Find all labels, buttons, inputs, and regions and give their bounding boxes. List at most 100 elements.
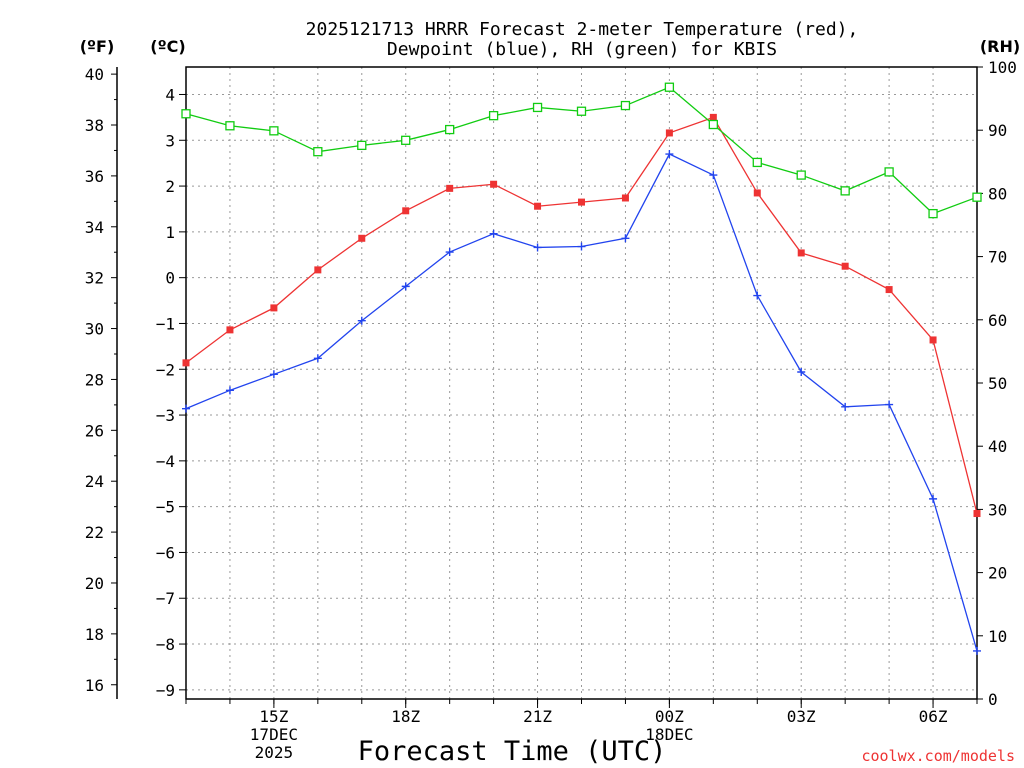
y-rh-tick-label: 10 (988, 627, 1007, 646)
rh-point (357, 140, 367, 151)
y-f-tick-label: 20 (85, 574, 104, 593)
y-rh-tick-label: 100 (988, 58, 1017, 77)
x-tick-label: 21Z (523, 707, 552, 726)
temperature-point (226, 326, 234, 334)
temperature-point (578, 198, 585, 206)
y-f-tick-label: 34 (85, 218, 104, 237)
y-rh-tick-label: 50 (988, 374, 1007, 393)
y-c-tick-label: 3 (165, 131, 175, 150)
rh-point (225, 121, 235, 131)
rh-point (796, 170, 806, 180)
y-rh-tick-label: 70 (988, 248, 1007, 267)
dewpoint-point (445, 248, 454, 257)
temperature-point (973, 510, 981, 518)
dewpoint-point (973, 646, 981, 655)
x-axis-label: Forecast Time (UTC) (358, 736, 667, 767)
rh-unit-label: (RH) (980, 37, 1020, 56)
dewpoint-point (401, 282, 410, 291)
dewpoint-point (182, 404, 190, 413)
y-c-tick-label: −1 (156, 314, 175, 333)
dewpoint-point (225, 386, 234, 395)
rh-point (401, 135, 411, 145)
y-c-tick-label: −5 (156, 498, 175, 517)
y-rh-tick-label: 60 (988, 311, 1007, 330)
celsius-unit-label: (ºC) (150, 37, 185, 56)
dewpoint-point (709, 171, 718, 180)
y-c-tick-label: −8 (156, 635, 175, 654)
temperature-point (314, 266, 322, 274)
dewpoint-point (797, 368, 806, 377)
temperature-point (490, 180, 498, 188)
temperature-point (270, 304, 278, 312)
y-c-tick-label: −6 (156, 543, 175, 562)
grid (186, 67, 977, 699)
plot-frame (185, 66, 978, 700)
fahrenheit-unit-label: (ºF) (80, 37, 115, 56)
y-rh-tick-label: 40 (988, 437, 1007, 456)
dewpoint-point (489, 229, 498, 238)
y-c-tick-label: 1 (165, 223, 175, 242)
temperature-point (182, 359, 190, 367)
y-f-tick-label: 38 (85, 116, 104, 135)
dewpoint-point (357, 316, 366, 325)
rh-point (708, 119, 718, 130)
rh-point (576, 106, 587, 116)
y-f-tick-label: 18 (85, 625, 104, 644)
temperature-point (841, 262, 849, 270)
y-c-tick-label: 0 (165, 269, 175, 288)
dewpoint-point (577, 242, 586, 251)
x-tick-label: 17DEC (250, 725, 298, 744)
dewpoint-line (185, 153, 978, 652)
y-f-tick-label: 40 (85, 65, 104, 84)
temperature-point (709, 113, 717, 121)
y-c-tick-label: −3 (156, 406, 175, 425)
temperature-point (534, 202, 542, 210)
y-c-tick-label: −7 (156, 589, 175, 608)
rh-point (620, 100, 631, 111)
x-tick-label: 18DEC (645, 725, 693, 744)
temperature-point (402, 207, 410, 215)
x-tick-label: 18Z (391, 707, 420, 726)
temperature-point (665, 129, 673, 137)
rh-point (488, 111, 499, 121)
credit-text: coolwx.com/models (861, 747, 1015, 765)
temperature-point (621, 194, 629, 202)
rh-point (840, 186, 850, 196)
rh-point (532, 102, 543, 113)
dewpoint-point (753, 291, 762, 300)
chart-title-line2: Dewpoint (blue), RH (green) for KBIS (387, 39, 777, 60)
y-f-tick-label: 32 (85, 269, 104, 288)
rh-point (445, 124, 455, 135)
x-tick-label: 15Z (259, 707, 288, 726)
dewpoint-point (665, 150, 674, 159)
y-c-tick-label: −2 (156, 360, 175, 379)
series-layer (181, 82, 982, 655)
dewpoint-point (885, 400, 894, 409)
y-rh-tick-label: 0 (988, 690, 998, 709)
x-tick-label: 03Z (787, 707, 816, 726)
y-f-tick-label: 36 (85, 167, 104, 186)
dewpoint-point (929, 494, 938, 503)
rh-point (664, 82, 675, 92)
temperature-point (797, 249, 805, 257)
temperature-point (885, 286, 893, 294)
dewpoint-point (533, 243, 542, 252)
y-f-tick-label: 22 (85, 523, 104, 542)
x-tick-label: 2025 (255, 743, 294, 762)
dewpoint-point (313, 354, 322, 363)
dewpoint-point (841, 402, 850, 411)
rh-point (972, 192, 982, 202)
y-f-tick-label: 28 (85, 370, 104, 389)
y-c-tick-label: 2 (165, 177, 175, 196)
rh-point (752, 157, 762, 168)
chart-title-line1: 2025121713 HRRR Forecast 2-meter Tempera… (306, 19, 859, 40)
y-c-tick-label: 4 (165, 85, 175, 104)
y-c-tick-label: −9 (156, 681, 175, 700)
rh-point (884, 167, 894, 177)
dewpoint-point (621, 234, 630, 243)
x-tick-label: 00Z (655, 707, 684, 726)
y-rh-tick-label: 80 (988, 184, 1007, 203)
temperature-point (929, 336, 937, 344)
rh-point (269, 126, 279, 136)
y-rh-tick-label: 90 (988, 121, 1007, 140)
